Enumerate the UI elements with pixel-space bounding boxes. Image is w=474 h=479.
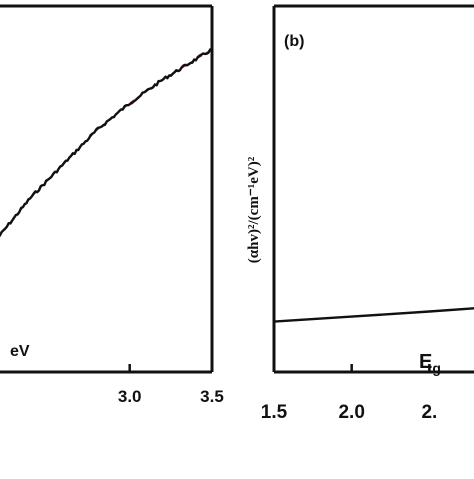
panel-a-tick-label: 3.0 bbox=[118, 387, 142, 406]
panel-a-annotation: eV bbox=[10, 343, 30, 360]
panel-a-fit-line bbox=[0, 48, 213, 237]
panel-b-tick-labels: 1.5 2.0 2. bbox=[261, 402, 438, 423]
panel-a-tick-labels: 3.0 3.5 bbox=[118, 387, 224, 406]
panel-b-tick-label: 2. bbox=[421, 402, 437, 423]
panel-b-ticks bbox=[272, 364, 431, 372]
panel-b-tick-label: 1.5 bbox=[261, 402, 288, 423]
panel-a-ticks bbox=[128, 364, 214, 372]
panel-b-tick-label: 2.0 bbox=[338, 402, 364, 423]
panel-a-series-line bbox=[0, 48, 213, 238]
panel-b-annotation-main: E bbox=[419, 351, 432, 373]
panel-b-annotation-sub: g bbox=[432, 360, 441, 376]
panel-a-tick-label: 3.5 bbox=[200, 387, 224, 406]
panel-b: 1.5 2.0 2. (b) (αhv)²/(cm⁻¹eV)² Eg bbox=[246, 4, 474, 423]
panel-a: 3.0 3.5 eV bbox=[0, 4, 224, 406]
panel-b-annotation: Eg bbox=[419, 351, 441, 376]
panel-b-series-line bbox=[273, 307, 474, 323]
panel-b-label: (b) bbox=[284, 33, 304, 50]
panel-b-y-axis-label: (αhv)²/(cm⁻¹eV)² bbox=[246, 156, 262, 263]
